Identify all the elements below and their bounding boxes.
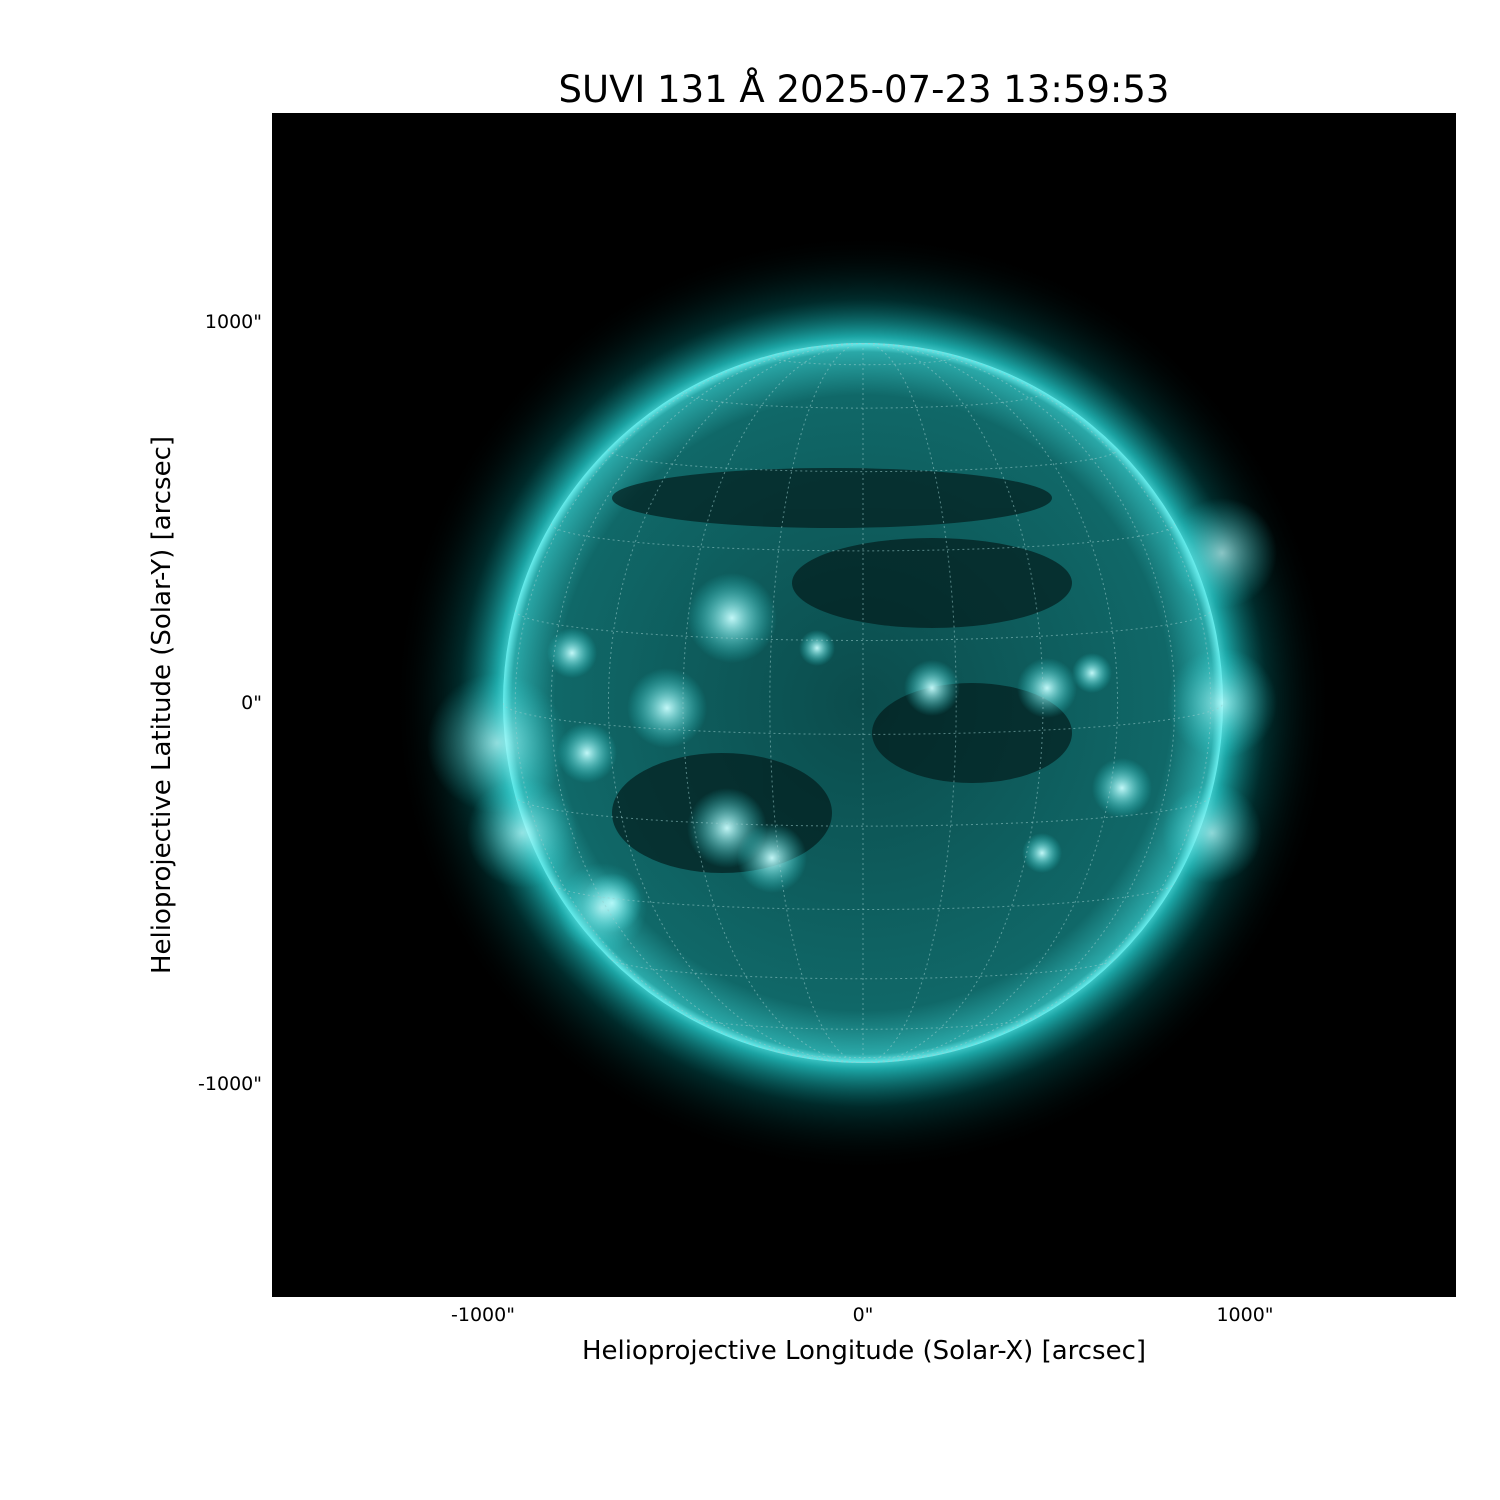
bright-region	[627, 668, 707, 748]
x-tick-label: -1000"	[451, 1304, 515, 1326]
limb-bright-region	[427, 673, 567, 813]
longitude-line	[682, 343, 864, 1063]
y-axis-label: Helioprojective Latitude (Solar-Y) [arcs…	[147, 435, 177, 975]
solar-image: SolarMonitor.org	[272, 113, 1456, 1395]
limb-bright-region	[1167, 498, 1277, 608]
latitude-line	[514, 610, 1212, 641]
bright-region	[687, 573, 777, 663]
limb-brightenings	[427, 498, 1277, 953]
limb-bright-region	[467, 778, 577, 888]
latitude-line	[550, 523, 1176, 552]
x-axis-label: Helioprojective Longitude (Solar-X) [arc…	[581, 1336, 1147, 1366]
latitude-line	[550, 882, 1176, 910]
sun-svg	[272, 113, 1456, 1297]
bright-region	[1092, 758, 1152, 818]
credit-watermark: SolarMonitor.org	[1209, 1369, 1398, 1395]
bright-region	[904, 660, 960, 716]
limb-bright-region	[1162, 783, 1262, 883]
longitude-line	[607, 343, 864, 1063]
latitude-line	[503, 702, 1223, 735]
x-tick-label: 1000"	[1216, 1304, 1274, 1326]
limb-bright-region	[557, 863, 647, 953]
plot-title: SUVI 131 Å 2025-07-23 13:59:53	[558, 68, 1170, 111]
bright-region	[547, 628, 597, 678]
longitude-line	[862, 343, 1044, 1063]
bright-region	[1072, 653, 1112, 693]
longitude-line	[550, 343, 864, 1063]
y-tick-label: -1000"	[198, 1073, 262, 1095]
latitude-line	[769, 356, 957, 366]
latitude-line	[682, 1013, 1044, 1030]
bright-region	[557, 723, 617, 783]
longitude-line	[862, 343, 1212, 1063]
bright-region	[799, 630, 835, 666]
longitude-line	[862, 343, 1119, 1063]
bright-region	[1017, 658, 1077, 718]
latitude-line	[514, 795, 1212, 827]
bright-region	[737, 823, 807, 893]
bright-region	[1022, 833, 1062, 873]
heliographic-grid	[503, 343, 1223, 1063]
x-tick-label: 0"	[852, 1304, 874, 1326]
limb-bright-region	[1167, 648, 1277, 758]
y-tick-label: 1000"	[204, 311, 262, 333]
latitude-line	[682, 392, 1044, 409]
longitude-line	[514, 343, 864, 1063]
latitude-line	[769, 1049, 957, 1059]
y-tick-label: 0"	[241, 692, 262, 714]
active-regions	[547, 573, 1152, 933]
longitude-line	[862, 343, 1176, 1063]
